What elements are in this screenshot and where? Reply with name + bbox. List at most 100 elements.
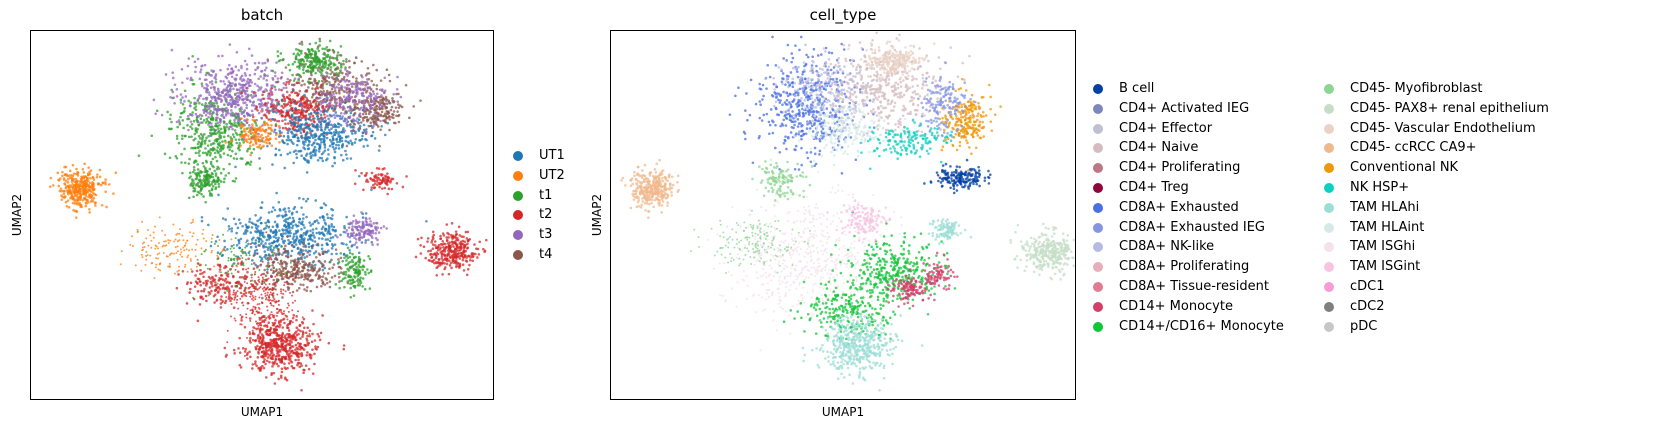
point (260, 104, 263, 108)
point (299, 126, 303, 129)
point (326, 148, 330, 151)
point (232, 293, 235, 296)
point (226, 95, 230, 99)
point (217, 182, 221, 186)
point (251, 143, 255, 147)
point (368, 110, 371, 114)
point (227, 171, 231, 175)
point (134, 264, 137, 267)
point (280, 275, 284, 278)
point (211, 164, 214, 168)
point (71, 163, 75, 167)
point (252, 104, 256, 107)
point (59, 187, 63, 190)
point (291, 301, 294, 304)
point (308, 118, 311, 121)
point (63, 165, 66, 169)
point (218, 276, 221, 279)
point (309, 102, 313, 105)
point (320, 157, 324, 160)
point (141, 246, 144, 249)
point (369, 87, 373, 91)
point (383, 89, 387, 92)
point (239, 76, 243, 79)
point (291, 294, 294, 297)
point (325, 281, 329, 285)
point (233, 129, 237, 132)
point (90, 190, 93, 193)
point (247, 267, 250, 270)
point (366, 100, 369, 104)
point (77, 196, 81, 200)
point (266, 291, 269, 294)
point (173, 272, 176, 275)
point (306, 48, 310, 51)
point (236, 257, 239, 260)
point (164, 240, 167, 243)
point (70, 185, 73, 188)
point (338, 104, 341, 108)
point (262, 272, 266, 276)
point (339, 45, 343, 48)
point (238, 257, 241, 260)
point (269, 137, 272, 141)
point (87, 201, 90, 204)
point (271, 264, 274, 267)
point (266, 58, 270, 61)
point (304, 56, 308, 59)
point (143, 241, 146, 244)
point (300, 136, 304, 140)
point (330, 217, 334, 221)
point (230, 315, 233, 318)
point (374, 119, 378, 122)
point (190, 123, 194, 126)
point (286, 217, 290, 221)
point (258, 218, 261, 221)
point (344, 80, 347, 83)
point (199, 121, 202, 125)
point (208, 184, 212, 187)
plot-area-batch (30, 30, 494, 400)
point (246, 93, 250, 97)
point (262, 360, 265, 364)
point (200, 140, 204, 143)
point (305, 171, 309, 174)
point (282, 134, 286, 138)
point (300, 364, 303, 367)
point (263, 352, 267, 356)
point (310, 95, 314, 99)
point (257, 61, 261, 65)
point (315, 285, 319, 289)
point (325, 55, 328, 59)
point (296, 266, 299, 269)
point (360, 241, 364, 244)
point (291, 126, 295, 130)
point (334, 102, 338, 105)
point (248, 331, 251, 334)
point (339, 111, 343, 115)
point (205, 153, 209, 157)
point (298, 49, 302, 53)
point (364, 239, 368, 242)
point (350, 85, 354, 88)
point (162, 244, 165, 247)
point (105, 205, 108, 209)
point (273, 85, 277, 89)
point (425, 219, 428, 223)
point (336, 67, 340, 70)
point (195, 114, 199, 118)
point (274, 106, 278, 110)
point (355, 106, 359, 110)
point (159, 269, 162, 272)
point (300, 388, 303, 392)
point (378, 185, 381, 189)
point (248, 217, 252, 221)
point (82, 196, 86, 200)
point (267, 126, 271, 130)
point (328, 55, 332, 59)
point (315, 111, 319, 115)
point (264, 294, 267, 297)
point (288, 342, 291, 345)
point (245, 244, 248, 248)
point (76, 171, 79, 174)
